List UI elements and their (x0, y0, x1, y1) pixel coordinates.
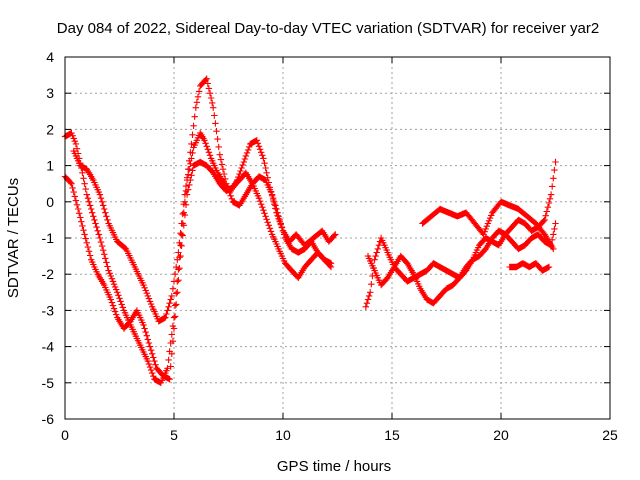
y-tick-label: -4 (42, 339, 55, 355)
data-marker (61, 158, 335, 383)
plot-frame (64, 56, 611, 420)
series-track-6 (419, 198, 557, 253)
y-tick-label: -6 (42, 411, 55, 427)
y-tick-label: -1 (42, 230, 55, 246)
data-marker (70, 75, 335, 325)
series-track-7 (506, 260, 553, 274)
data-marker (364, 220, 559, 307)
x-tick-label: 0 (61, 427, 69, 443)
x-tick-label: 10 (275, 427, 291, 443)
data-marker (506, 260, 553, 274)
y-axis-label: SDTVAR / TECUs (5, 178, 22, 298)
y-tick-label: -5 (42, 375, 55, 391)
y-tick-label: -3 (42, 302, 55, 318)
series-track-2 (61, 158, 335, 383)
y-tick-label: -2 (42, 266, 55, 282)
series-track-1 (61, 129, 339, 386)
data-points (61, 75, 559, 386)
y-tick-label: 0 (46, 194, 54, 210)
y-tick-label: 3 (46, 85, 54, 101)
axes: 0 5 10 15 20 25 -6 -5 -4 -3 -2 -1 0 1 2 3 4 (42, 49, 618, 443)
y-tick-label: 4 (46, 49, 54, 65)
data-marker (61, 129, 339, 386)
y-tick-label: 2 (46, 121, 54, 137)
series-track-3 (70, 75, 335, 325)
x-tick-label: 25 (602, 427, 618, 443)
y-tick-label: 1 (46, 158, 54, 174)
series-track-5 (364, 220, 559, 307)
data-marker (419, 198, 557, 253)
x-tick-label: 15 (384, 427, 400, 443)
chart-title: Day 084 of 2022, Sidereal Day-to-day VTE… (57, 20, 599, 37)
x-tick-label: 5 (170, 427, 178, 443)
x-axis-label: GPS time / hours (277, 458, 391, 475)
grid-lines (65, 57, 610, 419)
x-tick-label: 20 (493, 427, 509, 443)
